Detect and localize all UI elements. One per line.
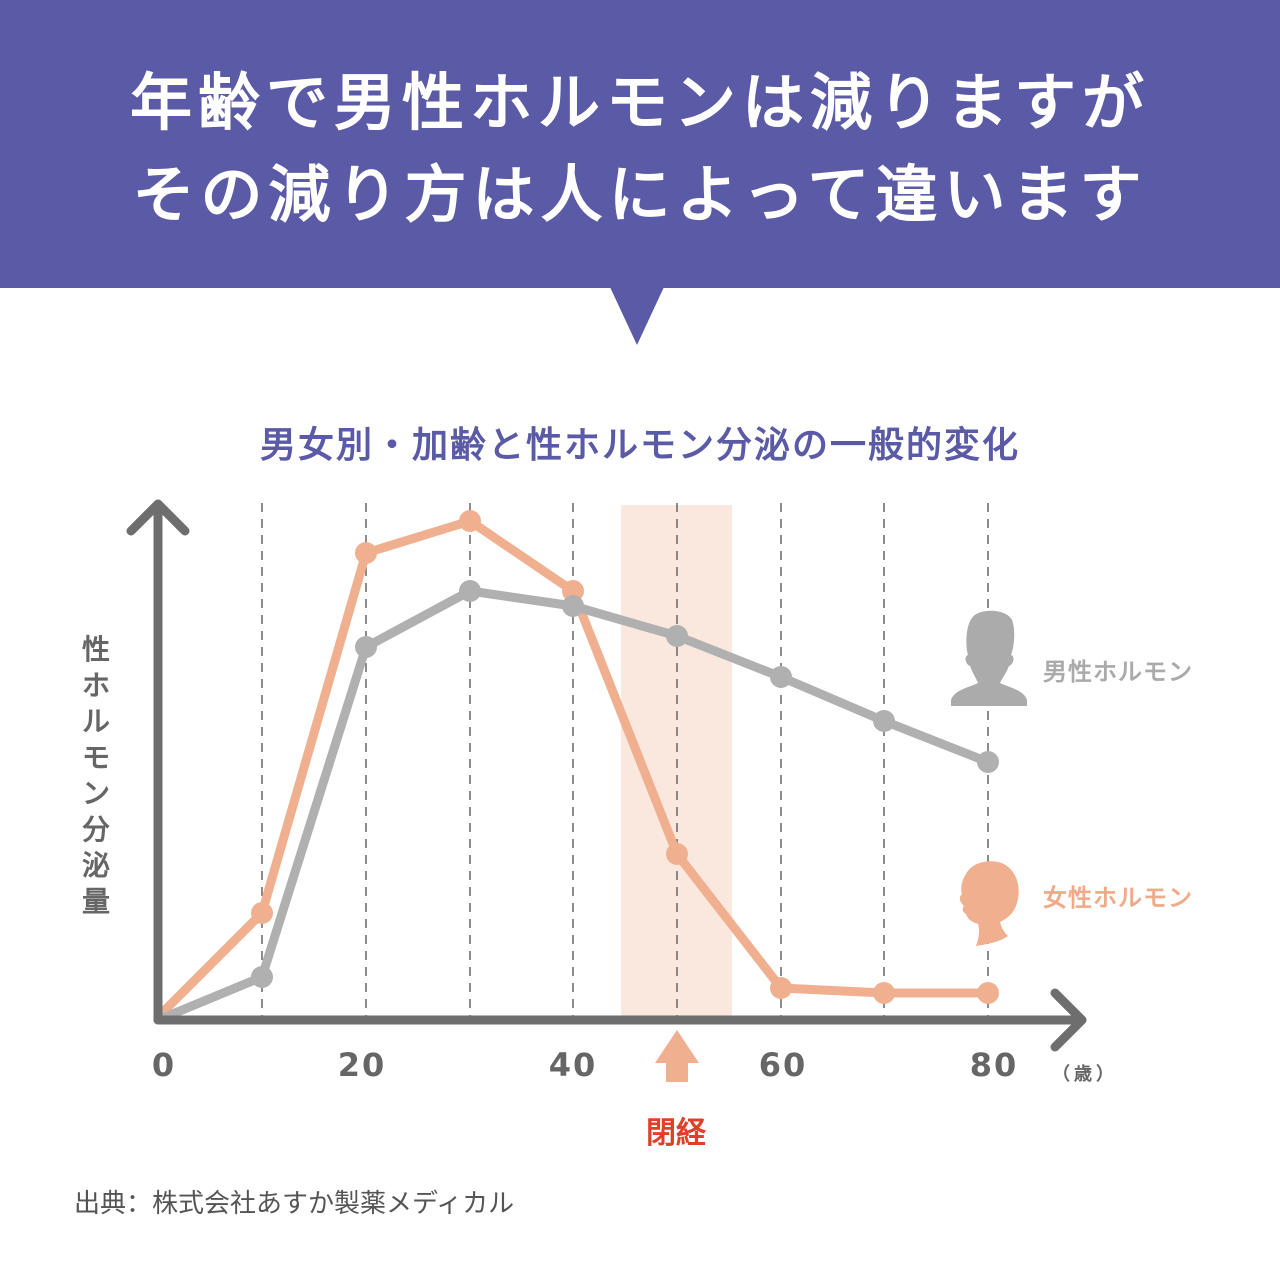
x-axis-arrowhead-icon (1050, 988, 1087, 1052)
y-axis-arrowhead-icon (126, 499, 190, 536)
male-hormone-points (251, 580, 999, 988)
x-tick-0: 0 (151, 1046, 177, 1084)
source-credit: 出典：株式会社あすか製薬メディカル (74, 1189, 515, 1219)
male-silhouette-icon (951, 610, 1027, 706)
x-tick-60: 60 (758, 1046, 808, 1084)
legend-male: 男性ホルモン (1043, 658, 1193, 686)
speech-pointer (610, 287, 664, 345)
female-silhouette-icon (959, 861, 1019, 946)
legend-female: 女性ホルモン (1043, 884, 1193, 912)
header-banner: 年齢で男性ホルモンは減りますが その減り方は人によって違います (0, 0, 1280, 288)
headline-line-2: その減り方は人によって違います (132, 158, 1148, 231)
x-tick-20: 20 (337, 1046, 387, 1084)
chart-title: 男女別・加齢と性ホルモン分泌の一般的変化 (259, 425, 1020, 466)
x-tick-40: 40 (548, 1046, 598, 1084)
y-axis-label: 性 ホ ル モ ン 分 泌 量 (81, 633, 110, 918)
x-axis-unit: （歳） (1052, 1064, 1118, 1085)
headline-line-1: 年齢で男性ホルモンは減りますが (129, 66, 1150, 139)
menopause-label: 閉経 (646, 1116, 706, 1151)
menopause-arrow-icon (655, 1030, 699, 1082)
x-tick-80: 80 (969, 1046, 1019, 1084)
